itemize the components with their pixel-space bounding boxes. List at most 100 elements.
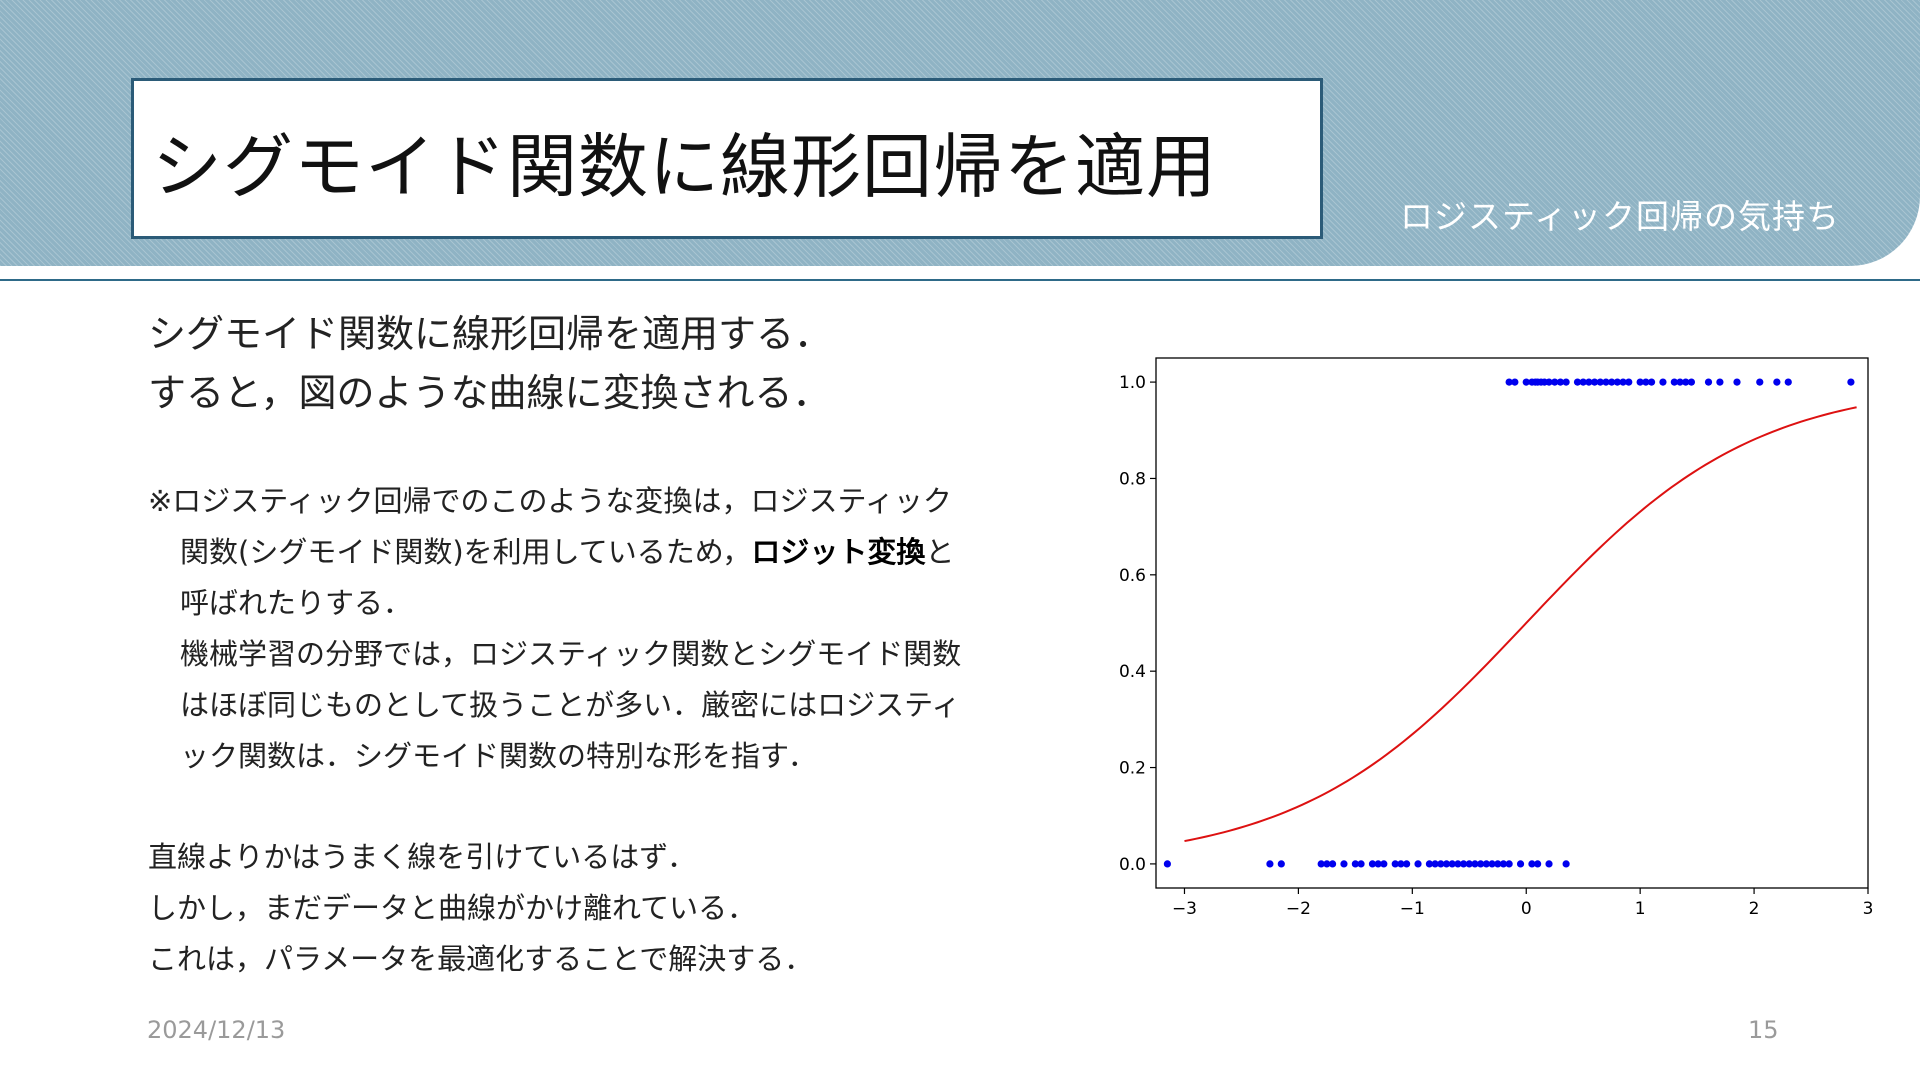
y-tick-label: 0.2 [1119,759,1146,779]
logit-term: ロジット変換 [751,535,926,569]
data-point-y1 [1608,378,1616,386]
data-point-y0 [1482,860,1490,868]
data-point-y1 [1659,378,1667,386]
plot-frame [1155,357,1869,889]
note-line: 関数(シグモイド関数)を利用しているため，ロジット変換と [148,527,961,578]
logistic-chart: −3 −2 −1 0 1 2 3 0.0 0.2 0.4 0.6 0.8 1.0 [1119,357,1874,919]
data-point-y0 [1442,860,1451,868]
data-point-y0 [1425,860,1434,868]
section-label: ロジスティック回帰の気持ち [1399,197,1840,236]
x-tick-label: 0 [1521,899,1532,919]
data-point-y1 [1676,378,1684,386]
y-tick-label: 0.8 [1119,469,1146,489]
data-point-y0 [1448,860,1456,868]
data-point-y1 [1511,378,1519,386]
data-point-y1 [1642,378,1650,386]
y-tick-label: 0.6 [1119,566,1146,586]
note-line: 呼ばれたりする． [180,586,413,620]
data-point-y0 [1534,860,1542,868]
data-point-y0 [1528,860,1536,868]
data-point-y0 [1323,860,1331,868]
data-point-y0 [1488,860,1496,868]
x-tick-label: −2 [1286,899,1311,919]
x-tick-label: −1 [1400,899,1425,919]
data-point-y1 [1585,378,1593,386]
data-point-y0 [1505,860,1513,868]
data-point-y0 [1357,860,1365,868]
y-tick-label: 0.4 [1119,662,1146,682]
page-number: 15 [1748,1016,1779,1044]
data-point-y0 [1437,860,1445,868]
data-point-y1 [1716,378,1724,386]
data-point-y1 [1847,378,1855,386]
data-point-y0 [1340,860,1348,868]
intro-line: すると，図のような曲線に変換される． [148,371,831,415]
note-line: 機械学習の分野では，ロジスティック関数とシグモイド関数 [180,637,962,671]
data-point-y1 [1562,378,1570,386]
logistic-curve [1184,406,1857,843]
data-point-y0 [1414,860,1422,868]
data-point-y1 [1687,378,1696,386]
data-point-y1 [1596,378,1604,386]
data-point-y1 [1556,378,1565,386]
data-point-y1 [1756,378,1764,386]
conclusion-line: これは，パラメータを最適化することで解決する． [148,942,814,976]
data-point-y1 [1670,378,1678,386]
data-point-y1 [1505,378,1513,386]
data-point-y1 [1784,378,1792,386]
data-point-y1 [1522,378,1530,386]
data-point-y1 [1682,378,1690,386]
note-text-span: と [925,535,955,569]
note-text-span: 関数(シグモイド関数)を利用しているため， [180,535,752,569]
x-tick-label: 3 [1863,899,1874,919]
data-point-y1 [1602,378,1610,386]
data-point-y1 [1636,378,1644,386]
data-point-y0 [1380,860,1388,868]
data-point-y0 [1499,860,1508,868]
data-point-y1 [1573,378,1582,386]
data-point-y1 [1590,378,1599,386]
conclusion-text: 直線よりかはうまく線を引けているはず． しかし，まだデータと曲線がかけ離れている… [148,832,813,985]
header-divider [0,279,1920,281]
data-point-y0 [1494,860,1502,868]
intro-line: シグモイド関数に線形回帰を適用する． [148,312,833,356]
data-point-y0 [1391,860,1399,868]
data-point-y0 [1516,860,1525,868]
data-point-y1 [1647,378,1656,386]
x-tick-label: −3 [1172,899,1197,919]
slide-title: シグモイド関数に線形回帰を適用 [152,126,1217,208]
data-point-y0 [1368,860,1377,868]
data-point-y1 [1545,378,1553,386]
data-point-y1 [1551,378,1559,386]
data-point-y0 [1163,860,1171,868]
data-point-y0 [1454,860,1462,868]
data-point-y0 [1471,860,1479,868]
intro-text: シグモイド関数に線形回帰を適用する． すると，図のような曲線に変換される． [148,305,832,423]
x-tick-label: 1 [1635,899,1646,919]
note-line: はほぼ同じものとして扱うことが多い．厳密にはロジスティ [180,688,961,722]
conclusion-line: しかし，まだデータと曲線がかけ離れている． [148,891,757,925]
data-point-y1 [1704,378,1713,386]
data-point-y0 [1277,860,1285,868]
data-point-y0 [1266,860,1274,868]
y-tick-label: 0.0 [1119,855,1146,875]
data-point-y1 [1733,378,1741,386]
data-point-y0 [1374,860,1382,868]
data-point-y0 [1465,860,1473,868]
data-point-y0 [1403,860,1411,868]
data-point-y0 [1477,860,1485,868]
data-point-y0 [1459,860,1468,868]
note-line: ック関数は．シグモイド関数の特別な形を指す． [180,739,817,773]
data-point-y1 [1773,378,1781,386]
data-point-y0 [1317,860,1325,868]
data-point-y0 [1431,860,1439,868]
x-tick-label: 2 [1749,899,1760,919]
data-point-y0 [1562,860,1570,868]
note-line: ※ロジスティック回帰でのこのような変換は，ロジスティック [148,484,952,518]
footer-date: 2024/12/13 [147,1016,286,1044]
data-point-y1 [1579,378,1587,386]
y-tick-label: 1.0 [1119,373,1146,393]
data-point-y0 [1545,860,1553,868]
data-point-y0 [1328,860,1337,868]
data-point-y0 [1397,860,1405,868]
